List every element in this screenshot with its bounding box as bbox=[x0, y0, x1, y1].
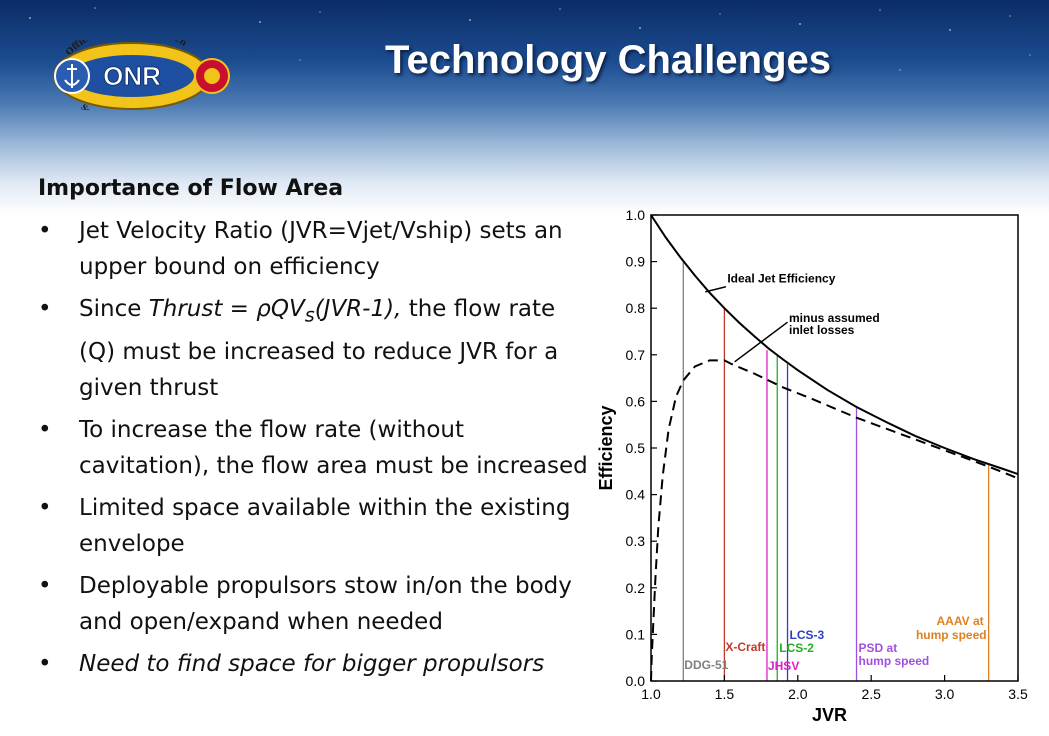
svg-text:ONR: ONR bbox=[103, 61, 161, 91]
annotation-ideal-jet: Ideal Jet Efficiency bbox=[727, 272, 835, 286]
bullet-thrust: Since Thrust = ρQVs(JVR-1), the flow rat… bbox=[38, 291, 598, 406]
ideal-efficiency-line bbox=[650, 214, 1019, 476]
bullet-flow-area: To increase the flow rate (without cavit… bbox=[38, 412, 598, 484]
x-tick-label: 1.5 bbox=[715, 686, 735, 702]
marker-label: LCS-2 bbox=[779, 641, 814, 655]
y-tick-label: 0.1 bbox=[626, 626, 646, 642]
y-tick-label: 0.3 bbox=[626, 533, 646, 549]
y-tick-label: 0.9 bbox=[626, 254, 646, 270]
y-tick-label: 0.5 bbox=[626, 440, 646, 456]
y-axis-label: Efficiency bbox=[596, 405, 616, 490]
marker-label: hump speed bbox=[859, 654, 930, 668]
slide-content: Importance of Flow Area Jet Velocity Rat… bbox=[38, 176, 598, 688]
x-tick-label: 1.0 bbox=[641, 686, 661, 702]
marker-label: LCS-3 bbox=[790, 628, 825, 642]
annotation-inlet-losses: inlet losses bbox=[789, 323, 855, 337]
x-tick-label: 2.0 bbox=[788, 686, 808, 702]
y-tick-label: 0.2 bbox=[626, 580, 646, 596]
series-lines bbox=[650, 214, 1019, 682]
marker-label: DDG-51 bbox=[684, 658, 728, 672]
axis-ticks: 1.0 1.5 2.0 2.5 3.0 3.5 0.0 0.1 0.2 0.3 0.4 0.5 0.6 0… bbox=[626, 207, 1028, 702]
y-tick-label: 0.4 bbox=[626, 487, 646, 503]
marker-label: PSD at bbox=[859, 641, 898, 655]
x-axis-label: JVR bbox=[812, 705, 847, 725]
y-tick-label: 0.7 bbox=[626, 347, 646, 363]
marker-label: hump speed bbox=[916, 628, 987, 642]
x-tick-label: 2.5 bbox=[861, 686, 881, 702]
bullet-jvr: Jet Velocity Ratio (JVR=Vjet/Vship) sets… bbox=[38, 213, 598, 285]
slide-header: Office of Naval Research Science & Techn… bbox=[0, 0, 1049, 215]
efficiency-chart: 1.0 1.5 2.0 2.5 3.0 3.5 0.0 0.1 0.2 0.3 0.4 0.5 0.6 0… bbox=[596, 207, 1028, 725]
bullet-list: Jet Velocity Ratio (JVR=Vjet/Vship) sets… bbox=[38, 213, 598, 682]
x-tick-label: 3.0 bbox=[935, 686, 955, 702]
bullet-bigger-propulsors: Need to find space for bigger propulsors bbox=[38, 646, 598, 682]
annotation-ideal-leader bbox=[705, 286, 727, 293]
marker-label: JHSV bbox=[768, 659, 799, 673]
marker-label: AAAV at bbox=[937, 614, 984, 628]
marker-label: X-Craft bbox=[725, 640, 765, 654]
annotation-minus-leader bbox=[734, 321, 788, 363]
y-tick-label: 1.0 bbox=[626, 207, 646, 223]
jvr-markers bbox=[682, 261, 990, 681]
y-tick-label: 0.6 bbox=[626, 393, 646, 409]
onr-logo: Office of Naval Research Science & Techn… bbox=[53, 40, 230, 110]
x-tick-label: 3.5 bbox=[1008, 686, 1028, 702]
starfield-background bbox=[29, 7, 1031, 71]
page-title: Technology Challenges bbox=[385, 38, 831, 82]
y-tick-label: 0.8 bbox=[626, 300, 646, 316]
inlet-loss-dashed-line bbox=[650, 359, 1019, 682]
y-tick-label: 0.0 bbox=[626, 673, 646, 689]
bullet-limited-space: Limited space available within the exist… bbox=[38, 490, 598, 562]
bullet-deployable: Deployable propulsors stow in/on the bod… bbox=[38, 568, 598, 640]
annotation-minus-assumed: minus assumed bbox=[789, 311, 880, 325]
section-heading: Importance of Flow Area bbox=[38, 176, 344, 201]
